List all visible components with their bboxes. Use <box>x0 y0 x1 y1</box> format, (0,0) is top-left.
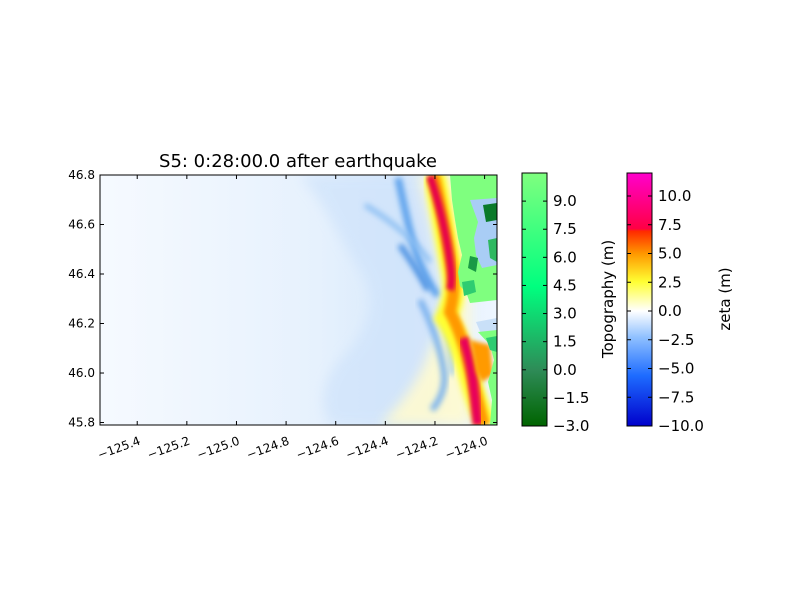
y-axis: 45.8 46.0 46.2 46.4 46.6 46.8 <box>68 168 497 430</box>
x-tick-label: −125.0 <box>195 434 242 462</box>
x-tick-label: −125.2 <box>145 434 192 462</box>
map-field <box>100 175 497 425</box>
trough-streak-north <box>394 177 441 299</box>
wave-crest-red-south <box>458 336 483 425</box>
land-dark-patch-2 <box>488 238 497 262</box>
plot-frame <box>99 174 498 426</box>
colorbar-tick-label: 5.0 <box>658 245 682 263</box>
colorbar-tick-label: −3.0 <box>553 417 589 435</box>
land-dark-patch-1 <box>483 203 497 222</box>
x-tick-label: −124.8 <box>245 434 292 462</box>
x-tick-label: −125.4 <box>96 434 143 462</box>
zeta-colorbar-gradient <box>626 172 653 427</box>
colorbar-tick-label: 7.5 <box>553 220 577 238</box>
y-tick-label: 46.2 <box>68 317 95 331</box>
wave-crest-red-north <box>426 175 456 292</box>
colorbar-tick-label: −5.0 <box>658 360 694 378</box>
ocean-shelf-shade <box>300 175 440 425</box>
colorbar-tick-label: 9.0 <box>553 192 577 210</box>
zeta-colorbar-label: zeta (m) <box>716 267 734 330</box>
y-tick-label: 46.8 <box>68 168 95 182</box>
colorbar-tick-label: 4.5 <box>553 276 577 294</box>
x-tick-label: −124.4 <box>344 434 391 462</box>
colorbar-tick-label: −10.0 <box>658 417 704 435</box>
land-mid-island <box>462 280 476 296</box>
land-dark-patch-3 <box>468 256 478 272</box>
colorbar-tick-label: 6.0 <box>553 248 577 266</box>
topography-colorbar-ticks: −3.0 −1.5 0.0 1.5 3.0 4.5 6.0 7.5 9.0 <box>522 192 589 435</box>
trough-streak-arc <box>363 202 433 264</box>
land-south-dark <box>486 336 497 352</box>
colorbar-tick-label: 3.0 <box>553 305 577 323</box>
colorbar-tick-label: 1.5 <box>553 333 577 351</box>
colorbar-tick-label: 7.5 <box>658 216 682 234</box>
zeta-colorbar-ticks: −10.0 −7.5 −5.0 −2.5 0.0 2.5 5.0 7.5 10.0 <box>627 187 704 435</box>
colorbar-tick-label: 2.5 <box>658 273 682 291</box>
y-tick-label: 46.0 <box>68 366 95 380</box>
topography-colorbar: −3.0 −1.5 0.0 1.5 3.0 4.5 6.0 7.5 9.0 Topography… <box>521 172 617 435</box>
colorbar-tick-label: −7.5 <box>658 388 694 406</box>
colorbar-tick-label: 10.0 <box>658 187 691 205</box>
land-south <box>478 330 497 425</box>
zeta-colorbar: −10.0 −7.5 −5.0 −2.5 0.0 2.5 5.0 7.5 10.0 zeta (… <box>626 172 734 435</box>
trough-streak-south <box>417 298 448 412</box>
chart-title: S5: 0:28:00.0 after earthquake <box>159 151 437 172</box>
x-tick-label: −124.2 <box>393 434 440 462</box>
y-tick-label: 46.4 <box>68 267 95 281</box>
trough-streak-mid <box>397 243 431 292</box>
x-tick-label: −124.6 <box>294 434 341 462</box>
topography-colorbar-label: Topography (m) <box>599 240 617 359</box>
colorbar-tick-label: 0.0 <box>658 302 682 320</box>
y-tick-label: 45.8 <box>68 416 95 430</box>
colorbar-tick-label: 0.0 <box>553 361 577 379</box>
topography-colorbar-gradient <box>521 172 548 427</box>
x-tick-label: −124.0 <box>443 434 490 462</box>
coastal-orange-patch <box>470 340 493 382</box>
y-tick-label: 46.6 <box>68 218 95 232</box>
colorbar-tick-label: −1.5 <box>553 389 589 407</box>
colorbar-tick-label: −2.5 <box>658 331 694 349</box>
